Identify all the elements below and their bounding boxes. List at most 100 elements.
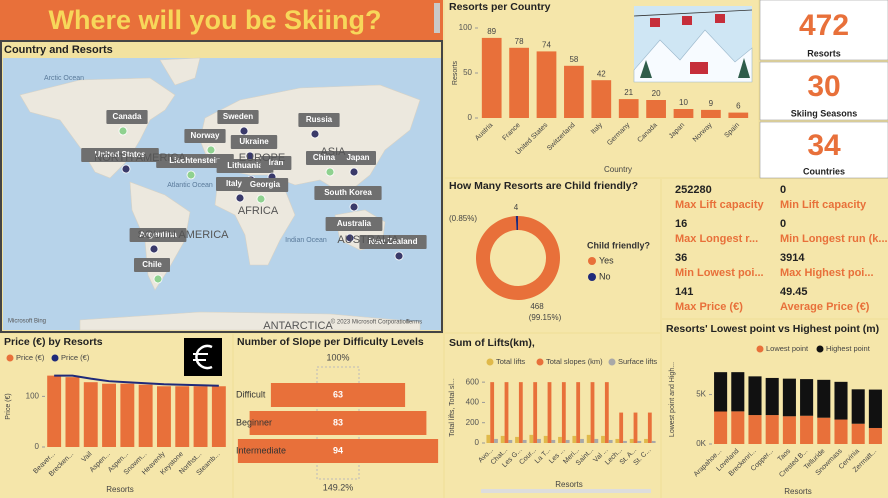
stat-value: 16	[675, 218, 687, 230]
chart-title: Sum of Lifts(km),	[449, 337, 535, 349]
y-axis-title: Lowest point and High...	[669, 362, 676, 437]
map-marker	[394, 251, 404, 261]
stat-label: Max Longest r...	[675, 233, 758, 245]
data-label: 468	[530, 302, 544, 311]
bar	[748, 376, 762, 416]
bar	[47, 375, 62, 447]
bar	[564, 65, 584, 118]
bar	[868, 389, 882, 428]
map-label-box	[260, 156, 292, 170]
bar	[83, 382, 98, 447]
legend-marker	[608, 358, 616, 366]
map-label: Liechtenstein	[169, 156, 221, 165]
data-label: 63	[333, 389, 343, 399]
kpi-label: Resorts	[807, 48, 841, 58]
bar	[604, 382, 609, 443]
legend-marker	[486, 358, 494, 366]
bar	[618, 99, 639, 118]
bar	[623, 440, 627, 443]
map-label-box	[216, 159, 274, 173]
bar	[515, 436, 519, 443]
bar	[731, 372, 745, 412]
map-label-box	[217, 110, 259, 124]
data-label: 9	[709, 99, 714, 108]
stats-panel	[662, 179, 888, 318]
bar	[647, 412, 652, 443]
data-label: 21	[624, 88, 633, 97]
funnel-bar	[237, 439, 439, 463]
map-label-box	[81, 148, 159, 162]
map-region: AFRICA	[238, 205, 279, 217]
map-label-box	[230, 135, 278, 149]
bar	[547, 382, 552, 443]
stat-label: Max Price (€)	[675, 301, 743, 313]
map-attribution: © 2023 Microsoft Corporation	[331, 319, 409, 326]
bar	[543, 435, 548, 443]
map-marker	[349, 202, 359, 212]
map-label-box	[241, 178, 289, 192]
bar	[529, 434, 534, 443]
bar	[673, 109, 694, 118]
bar	[156, 386, 171, 447]
y-tick-label: 400	[466, 398, 480, 407]
bar	[490, 382, 495, 443]
legend-title: Child friendly?	[587, 240, 650, 250]
legend-marker	[816, 345, 824, 353]
map-marker	[153, 274, 163, 284]
legend-marker	[588, 257, 596, 265]
bar	[65, 377, 80, 447]
map-label: Canada	[113, 112, 142, 121]
map-label-box	[298, 113, 340, 127]
lifts-panel	[445, 334, 660, 498]
kpi-card	[759, 0, 888, 61]
bar	[518, 382, 523, 443]
data-label: 74	[542, 41, 551, 50]
bar	[500, 435, 505, 443]
stat-value: 36	[675, 252, 687, 264]
bar	[120, 383, 135, 447]
bar	[586, 434, 591, 443]
bar	[765, 415, 779, 444]
bar	[644, 438, 648, 443]
y-tick-label: 0	[475, 438, 480, 447]
map-label: Japan	[346, 153, 369, 162]
map-label: Italy	[226, 179, 243, 188]
stat-label: Max Highest poi...	[780, 267, 874, 279]
bar	[782, 416, 796, 444]
map-label: Australia	[337, 219, 372, 228]
funnel-top-label: 100%	[326, 352, 349, 362]
y-axis-title: Resorts	[452, 60, 459, 85]
map-region: ASIA	[320, 146, 346, 158]
stat-value: 141	[675, 286, 693, 298]
chart-title: Price (€) by Resorts	[4, 336, 103, 348]
bar	[601, 435, 605, 443]
data-label: 83	[333, 417, 343, 427]
bar	[834, 381, 848, 420]
funnel-bar	[249, 411, 427, 435]
title-banner	[0, 0, 443, 40]
scrollbar	[481, 489, 651, 493]
y-tick-label: 5K	[696, 390, 706, 399]
bar	[800, 415, 814, 444]
y-tick-label: 0	[35, 442, 40, 451]
bar	[608, 439, 613, 443]
bar	[522, 439, 527, 443]
y-tick-label: 100	[459, 23, 473, 32]
map-label: Russia	[306, 115, 333, 124]
y-tick-label: 200	[466, 418, 480, 427]
map-region: EUROPE	[239, 152, 285, 164]
kpi-value: 34	[807, 129, 841, 162]
bar	[536, 51, 557, 118]
bar	[558, 436, 562, 443]
y-axis-title: Total lifts, Total sl...	[449, 378, 456, 437]
legend-label: Total lifts	[496, 357, 525, 366]
bar	[508, 439, 513, 443]
map-label: New Zealand	[369, 237, 418, 246]
bar	[651, 440, 656, 443]
bar	[551, 439, 556, 443]
funnel-bottom-label: 149.2%	[323, 482, 354, 492]
bar	[481, 37, 502, 118]
bar	[504, 382, 509, 443]
euro-icon	[184, 338, 222, 376]
